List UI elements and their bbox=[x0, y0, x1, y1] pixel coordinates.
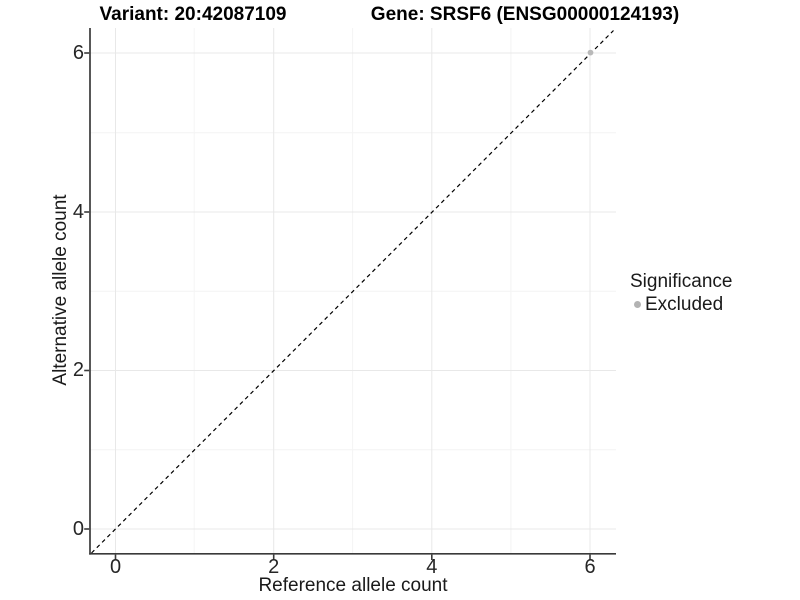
axis-lines bbox=[89, 28, 616, 555]
circle-icon bbox=[633, 301, 641, 308]
data-point-excluded bbox=[587, 49, 594, 56]
legend-item-label: Excluded bbox=[645, 294, 724, 315]
major-gridlines bbox=[90, 28, 616, 553]
variant-title: Variant: 20:42087109 bbox=[99, 4, 287, 25]
legend: Significance Excluded bbox=[630, 270, 732, 316]
y-tick-label-4: 4 bbox=[72, 201, 84, 223]
gene-title: Gene: SRSF6 (ENSG00000124193) bbox=[370, 4, 680, 25]
identity-reference-line bbox=[91, 30, 614, 554]
x-tick-label-6: 6 bbox=[584, 556, 596, 578]
y-tick-label-0: 0 bbox=[72, 518, 84, 540]
x-tick-label-0: 0 bbox=[109, 556, 122, 578]
tick-marks bbox=[84, 52, 591, 560]
x-tick-label-4: 4 bbox=[426, 556, 438, 578]
x-tick-label-2: 2 bbox=[268, 556, 280, 578]
legend-item-excluded: Excluded bbox=[630, 293, 732, 316]
y-tick-label-6: 6 bbox=[72, 42, 84, 64]
y-axis-title: Alternative allele count bbox=[50, 194, 71, 386]
legend-key bbox=[630, 298, 644, 312]
legend-title: Significance bbox=[630, 271, 733, 292]
x-axis-title: Reference allele count bbox=[258, 575, 448, 596]
y-tick-label-2: 2 bbox=[72, 359, 84, 381]
